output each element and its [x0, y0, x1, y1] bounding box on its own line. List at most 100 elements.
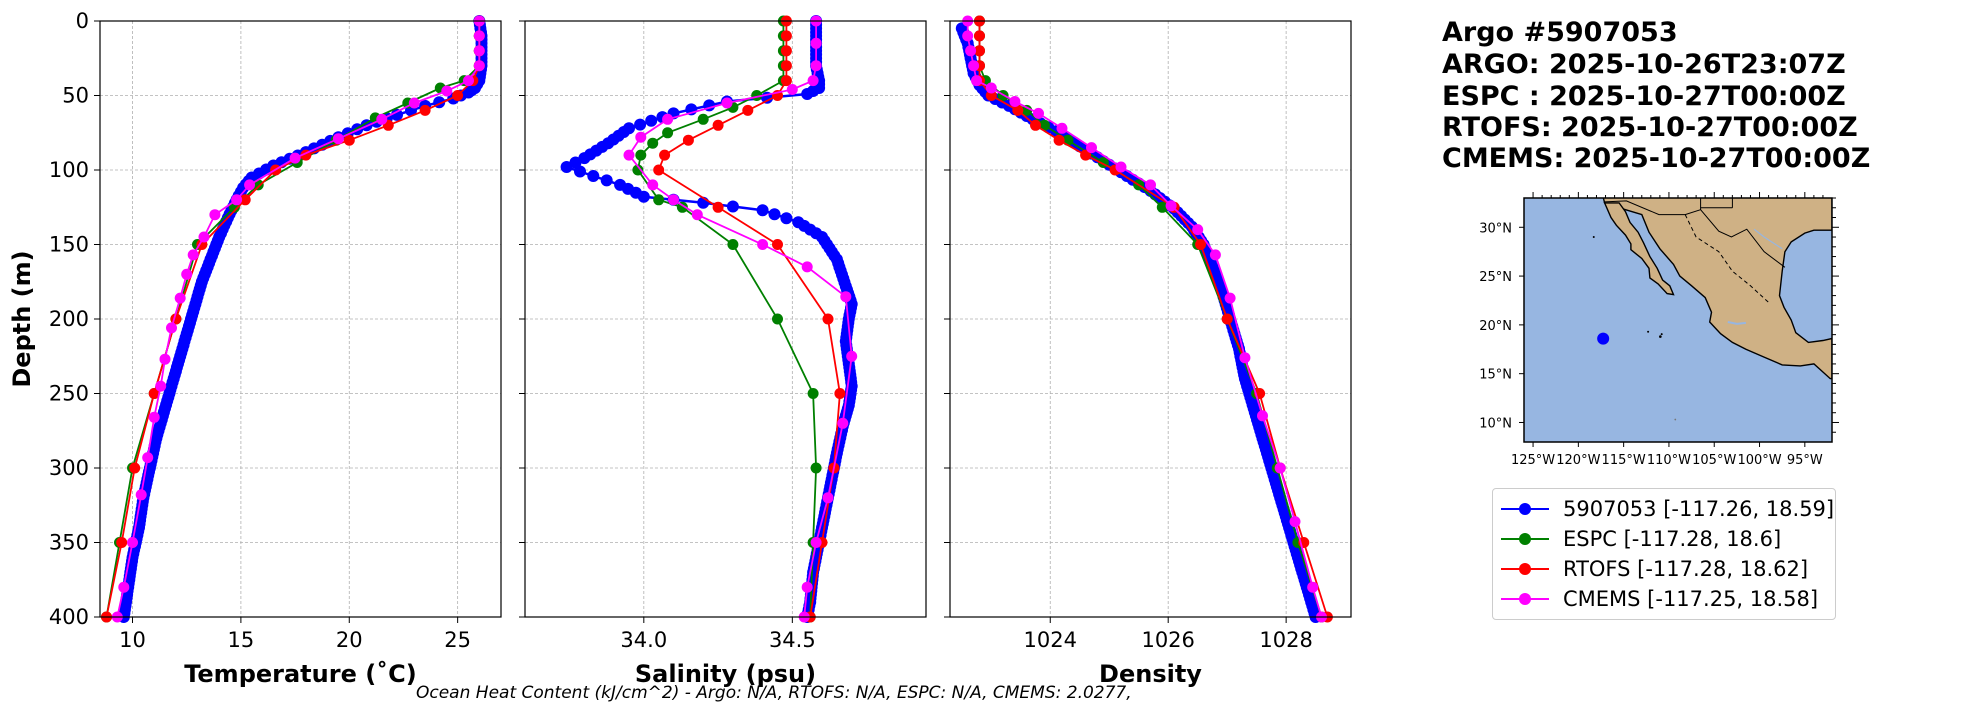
map-lon-label: 100°W: [1737, 453, 1781, 468]
data-point-cmems: [135, 489, 147, 501]
data-point-cmems: [1056, 122, 1068, 134]
data-point-cmems: [822, 492, 834, 504]
info-title: Argo #5907053: [1442, 17, 1678, 48]
map-island: [1592, 236, 1595, 239]
data-point-5907053: [637, 190, 650, 203]
x-tick-label: 34.5: [769, 628, 816, 652]
data-point-cmems: [289, 152, 301, 164]
data-point-cmems: [691, 209, 703, 221]
map-lat-label: 15°N: [1479, 368, 1512, 383]
data-point-5907053: [768, 208, 781, 221]
data-point-cmems: [662, 113, 674, 125]
map-lat-label: 10°N: [1479, 416, 1512, 431]
data-point-5907053: [801, 88, 814, 100]
y-tick-label: 400: [49, 605, 89, 629]
map-lon-label: 95°W: [1787, 453, 1823, 468]
y-tick-label: 350: [49, 531, 89, 555]
data-point-espc: [1156, 201, 1168, 213]
data-point-cmems: [965, 45, 977, 57]
data-point-cmems: [962, 30, 974, 42]
data-point-rtofs: [116, 537, 128, 548]
y-tick-label: 150: [49, 233, 89, 257]
data-point-espc: [697, 113, 709, 125]
data-point-rtofs: [1080, 149, 1092, 161]
data-point-rtofs: [822, 313, 834, 325]
info-cmems-time: CMEMS: 2025-10-27T00:00Z: [1442, 143, 1871, 174]
data-point-cmems: [786, 84, 798, 95]
data-point-espc: [810, 462, 822, 474]
map-lat-label: 30°N: [1479, 221, 1512, 236]
data-point-cmems: [846, 350, 858, 362]
data-point-cmems: [968, 60, 980, 72]
data-point-5907053: [600, 174, 613, 187]
data-point-5907053: [578, 152, 591, 165]
data-point-rtofs: [239, 194, 251, 206]
data-point-5907053: [634, 118, 647, 131]
data-point-rtofs: [742, 104, 754, 116]
map-river: [1753, 228, 1783, 250]
data-point-cmems: [647, 179, 659, 191]
data-point-cmems: [441, 85, 453, 97]
data-point-cmems: [623, 149, 635, 161]
data-point-cmems: [408, 97, 420, 109]
data-point-rtofs: [682, 134, 694, 146]
data-point-espc: [632, 164, 644, 176]
data-point-cmems: [187, 249, 199, 261]
info-argo-time: ARGO: 2025-10-26T23:07Z: [1442, 49, 1846, 80]
data-point-cmems: [1145, 179, 1156, 191]
data-point-espc: [772, 313, 783, 325]
data-point-rtofs: [1053, 134, 1065, 146]
x-tick-label: 25: [444, 628, 471, 652]
data-point-cmems: [155, 380, 167, 392]
legend-marker: [1519, 593, 1531, 605]
data-point-cmems: [148, 411, 160, 423]
legend-label-cmems: CMEMS [-117.25, 18.58]: [1563, 587, 1819, 611]
data-point-espc: [662, 127, 674, 139]
data-point-rtofs: [780, 45, 792, 57]
map-lake: [1727, 321, 1747, 325]
data-point-espc: [807, 388, 819, 399]
data-point-5907053: [574, 165, 586, 178]
data-point-cmems: [1009, 96, 1021, 107]
data-point-rtofs: [834, 388, 846, 399]
map-lon-label: 125°W: [1511, 453, 1555, 468]
data-point-cmems: [721, 97, 733, 109]
legend-swatch-cmems: [1501, 592, 1549, 606]
data-point-cmems: [837, 417, 849, 429]
data-point-cmems: [810, 60, 822, 72]
legend-swatch-rtofs: [1501, 562, 1549, 576]
data-point-cmems: [1224, 292, 1236, 304]
data-point-cmems: [1165, 200, 1177, 212]
x-tick-label: 1024: [1024, 628, 1077, 652]
data-point-espc: [1038, 119, 1050, 131]
legend-label-argo: 5907053 [-117.26, 18.59]: [1563, 497, 1835, 521]
data-point-cmems: [807, 75, 819, 87]
x-tick-label: 10: [119, 628, 146, 652]
data-point-5907053: [645, 114, 658, 127]
data-point-cmems: [1209, 249, 1221, 261]
data-point-cmems: [473, 30, 485, 42]
series-line-cmems: [966, 21, 1323, 618]
x-tick-label: 15: [228, 628, 255, 652]
data-point-rtofs: [148, 388, 160, 399]
legend-swatch-argo: [1501, 502, 1549, 516]
data-point-rtofs: [780, 30, 792, 42]
legend-item-espc: ESPC [-117.28, 18.6]: [1501, 525, 1781, 553]
x-axis-label: Salinity (psu): [635, 660, 816, 688]
data-point-espc: [727, 239, 739, 250]
info-rtofs-time: RTOFS: 2025-10-27T00:00Z: [1442, 112, 1858, 143]
y-tick-label: 0: [76, 9, 89, 33]
map-lat-label: 20°N: [1479, 319, 1512, 334]
legend-marker: [1519, 533, 1531, 545]
legend-item-argo: 5907053 [-117.26, 18.59]: [1501, 495, 1834, 523]
map-land-baja: [1603, 202, 1675, 296]
data-point-cmems: [198, 231, 210, 243]
data-point-cmems: [1274, 462, 1286, 474]
map-island: [1659, 335, 1662, 338]
info-espc-time: ESPC : 2025-10-27T00:00Z: [1442, 81, 1846, 112]
x-tick-label: 1028: [1259, 628, 1312, 652]
data-point-cmems: [332, 133, 344, 145]
data-point-cmems: [1115, 161, 1127, 173]
data-point-rtofs: [712, 201, 724, 213]
data-point-cmems: [1289, 516, 1301, 528]
